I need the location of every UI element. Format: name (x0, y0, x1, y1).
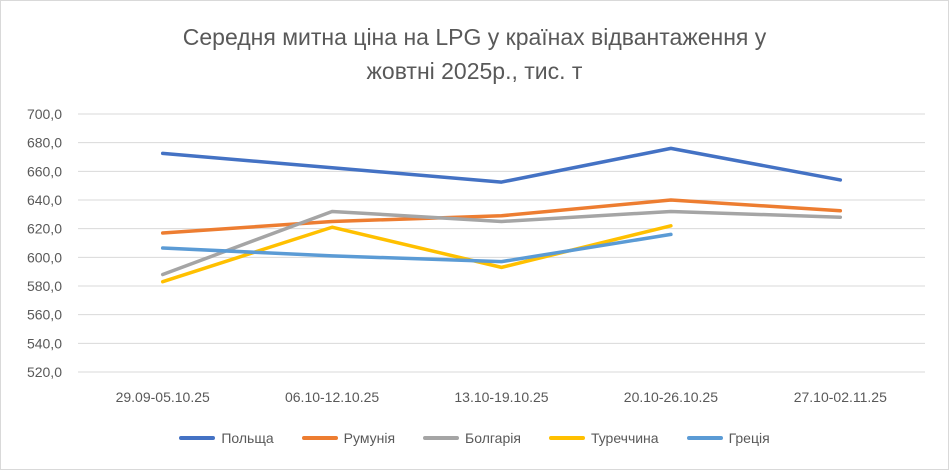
series-line (160, 232, 673, 264)
series-line (160, 146, 843, 184)
y-tick-label: 700,0 (27, 106, 62, 122)
y-tick-label: 520,0 (27, 364, 62, 380)
legend-item: Польща (179, 430, 274, 446)
legend-item: Греція (686, 430, 770, 446)
legend: Польща Румунія Болгарія Туреччина Греція (0, 427, 949, 449)
series-lines (160, 146, 843, 284)
series-line (160, 198, 843, 235)
y-tick-label: 620,0 (27, 221, 62, 237)
legend-swatch (548, 436, 585, 440)
y-tick-label: 660,0 (27, 163, 62, 179)
x-tick-label: 29.09-05.10.25 (116, 389, 210, 405)
legend-label: Польща (221, 430, 274, 446)
x-tick-label: 13.10-19.10.25 (454, 389, 548, 405)
chart-title-line-2: жовтні 2025р., тис. т (366, 58, 583, 84)
y-axis-tick-labels: 700,0 680,0 660,0 640,0 620,0 600,0 580,0 560,0… (27, 106, 62, 380)
gridlines (78, 113, 925, 373)
legend-item: Туреччина (548, 430, 659, 446)
legend-label: Румунія (343, 430, 396, 446)
legend-swatch (179, 436, 216, 440)
legend-label: Болгарія (465, 430, 521, 446)
chart-title: Середня митна ціна на LPG у країнах відв… (0, 20, 949, 88)
x-tick-label: 06.10-12.10.25 (285, 389, 379, 405)
series-line (160, 224, 673, 284)
x-tick-label: 20.10-26.10.25 (624, 389, 718, 405)
y-tick-label: 580,0 (27, 278, 62, 294)
legend-label: Туреччина (590, 430, 659, 446)
x-axis-tick-labels: 29.09-05.10.25 06.10-12.10.25 13.10-19.10.… (116, 389, 887, 405)
legend-swatch (423, 436, 460, 440)
y-tick-label: 640,0 (27, 192, 62, 208)
series-line (160, 209, 843, 277)
y-tick-label: 540,0 (27, 335, 62, 351)
chart-title-line-1: Середня митна ціна на LPG у країнах відв… (182, 24, 767, 50)
legend-swatch (686, 436, 723, 440)
legend-item: Румунія (301, 430, 396, 446)
legend-swatch (301, 436, 338, 440)
x-tick-label: 27.10-02.11.25 (794, 389, 887, 405)
legend-item: Болгарія (423, 430, 521, 446)
y-tick-label: 680,0 (27, 135, 62, 151)
y-tick-label: 600,0 (27, 249, 62, 265)
y-tick-label: 560,0 (27, 307, 62, 323)
legend-label: Греція (728, 430, 770, 446)
